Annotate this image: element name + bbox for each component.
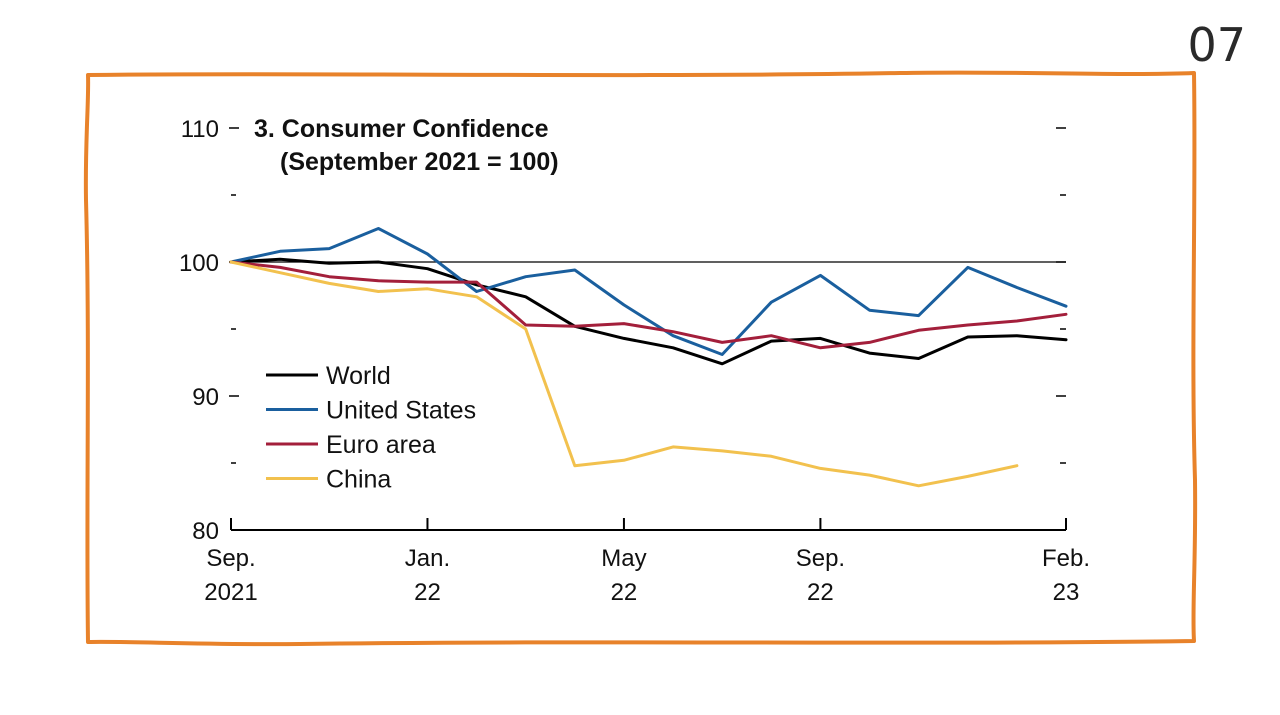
- series-line-united-states: [229, 227, 1068, 356]
- x-tick-label-line1-17: Feb.: [1042, 545, 1090, 572]
- y-tick-label-100: 100: [179, 250, 219, 277]
- x-tick-label-line1-12: Sep.: [796, 545, 845, 572]
- x-tick-label-line1-0: Sep.: [206, 545, 255, 572]
- legend: World United States Euro area China: [266, 362, 476, 494]
- chart-title: 3. Consumer Confidence: [254, 115, 549, 143]
- chart-title-group: 3. Consumer Confidence (September 2021 =…: [254, 115, 559, 176]
- chart-subtitle: (September 2021 = 100): [280, 148, 559, 176]
- x-tick-label-line2-17: 23: [1053, 579, 1080, 606]
- x-tick-label-line1-4: Jan.: [405, 545, 450, 572]
- legend-label-united-states: United States: [326, 397, 476, 425]
- x-tick-label-line2-4: 22: [414, 579, 441, 606]
- slide-number: 07: [1187, 18, 1246, 72]
- series-line-china: [229, 260, 1019, 488]
- x-tick-label-line1-8: May: [601, 545, 646, 572]
- legend-label-china: China: [326, 466, 391, 494]
- series-line-euro-area: [229, 260, 1068, 350]
- chart-border-frame: [83, 70, 1198, 647]
- y-tick-label-110: 110: [181, 116, 219, 143]
- y-tick-label-80: 80: [192, 518, 219, 545]
- series-group: [229, 227, 1068, 488]
- legend-label-euro-area: Euro area: [326, 431, 436, 459]
- x-tick-label-line2-12: 22: [807, 579, 834, 606]
- axes-group: 1101009080Sep.2021Jan.22May22Sep.22Feb.2…: [179, 116, 1090, 606]
- legend-label-world: World: [326, 362, 391, 390]
- x-tick-label-line2-0: 2021: [204, 579, 257, 606]
- series-line-world: [229, 257, 1068, 366]
- y-tick-label-90: 90: [192, 384, 219, 411]
- x-tick-label-line2-8: 22: [611, 579, 638, 606]
